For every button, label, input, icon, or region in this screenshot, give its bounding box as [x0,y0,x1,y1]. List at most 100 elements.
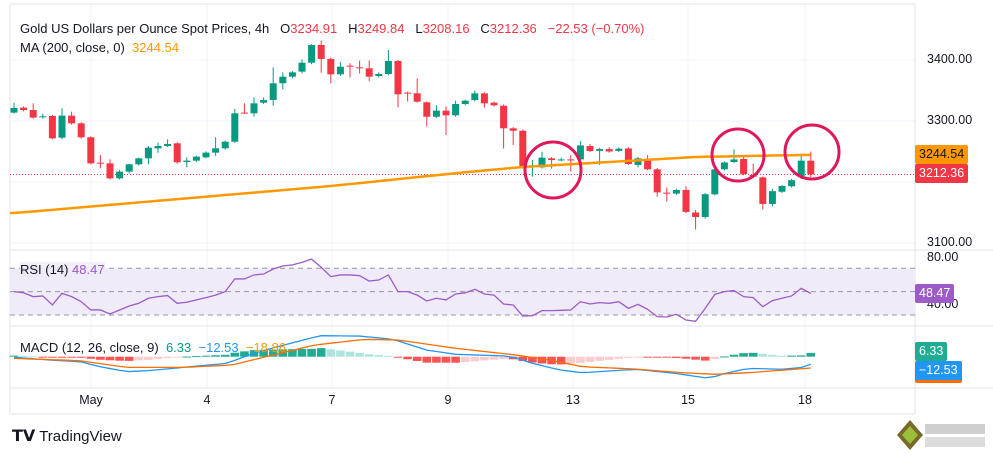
candle-up [58,115,66,138]
candle-down [663,192,671,194]
macd-histogram-bar [489,356,499,360]
candle-down [548,158,556,161]
candle-up [125,164,133,172]
macd-line-value: −12.53 [198,340,239,355]
rsi-line [13,258,812,322]
candle-down [490,102,498,106]
candle-up [461,100,469,104]
macd-histogram-bar [652,356,662,358]
candle-down [173,143,181,163]
candle-up [183,160,191,162]
macd-histogram-bar [624,356,633,358]
candle-down [500,105,508,129]
low-value: 3208.16 [422,21,470,36]
macd-histogram-bar [316,348,326,357]
candle-down [682,189,690,212]
tradingview-logo[interactable]: 𝗧𝗩 TradingView [12,426,122,446]
candle-down [605,149,613,152]
candle-up [10,108,18,113]
brand-text: TradingView [39,428,122,445]
macd-histogram-bar [9,355,19,357]
candle-up [260,99,268,103]
macd-histogram-bar [355,352,364,357]
rsi-value: 48.47 [72,262,105,277]
price-tick: 3400.00 [927,52,973,66]
candle-down [87,137,95,164]
candle-down [68,115,76,124]
candle-down [567,159,575,161]
macd-histogram-bar [470,356,480,362]
macd-histogram-bar [518,356,528,361]
candle-down [48,115,56,139]
candle-up [135,158,143,165]
macd-histogram-bar [691,356,700,360]
macd-histogram-bar [748,352,758,357]
ma-legend[interactable]: MA (200, close, 0) 3244.54 [20,40,179,55]
macd-histogram-bar [566,356,576,364]
macd-histogram-bar [192,356,201,358]
macd-histogram-bar [134,356,144,361]
date-tick: 18 [798,393,812,407]
rsi-tick: 80.00 [927,250,959,264]
tradingview-logo-icon: 𝗧𝗩 [12,428,36,445]
candle-up [308,44,316,63]
macd-histogram-bar [432,356,441,363]
macd-histogram-bar [86,356,96,359]
macd-histogram-bar [28,356,38,358]
macd-histogram-bar [201,355,211,357]
macd-line-tag: −12.53 [915,361,962,383]
macd-histogram-bar [796,355,806,357]
macd-histogram-bar [115,356,124,361]
rsi-legend[interactable]: RSI (14) 48.47 [20,262,105,277]
candle-up [557,159,565,161]
macd-histogram-bar [451,356,460,363]
macd-histogram-bar [729,354,739,357]
macd-legend[interactable]: MACD (12, 26, close, 9) 6.33 −12.53 −18.… [20,340,286,355]
macd-histogram-bar [777,355,787,357]
macd-histogram-bar [508,356,518,360]
candle-down [740,159,748,175]
open-value: 3234.91 [290,21,338,36]
candle-up [711,169,719,195]
macd-histogram-bar [48,356,57,358]
candle-up [596,149,604,151]
macd-histogram-bar [288,349,297,357]
close-value: 3212.36 [489,21,537,36]
macd-histogram-bar [220,354,230,357]
macd-histogram-bar [768,354,777,357]
macd-histogram-bar [556,356,566,365]
candle-up [279,76,287,84]
candle-down [365,68,373,77]
high-label: H [348,21,358,36]
candle-up [250,103,258,114]
macd-histogram-bar [163,356,172,359]
candle-up [797,160,805,176]
candle-down [106,163,114,179]
candle-up [471,93,479,101]
macd-histogram-bar [172,356,182,358]
macd-line [13,335,812,379]
macd-histogram-bar [345,351,355,357]
candle-up [778,186,786,192]
date-tick: 4 [203,393,211,407]
candle-down [77,123,85,138]
macd-hist-tag: 6.33 [915,342,948,361]
header-legend: Gold US Dollars per Ounce Spot Prices, 4… [20,21,645,36]
candle-up [576,145,584,160]
candle-down [317,44,325,59]
ma-price-tag: 3244.54 [915,145,969,164]
date-tick: 15 [681,393,695,407]
candle-down [653,169,661,193]
macd-histogram-bar [643,356,652,358]
macd-histogram-bar [633,356,643,358]
candle-down [356,67,364,69]
candle-down [442,110,450,116]
macd-histogram-bar [528,356,537,363]
candle-down [346,65,354,67]
date-tick: 13 [566,393,580,407]
candle-down [586,146,594,152]
macd-histogram-bar [403,356,412,360]
candle-down [759,177,767,204]
candle-down [413,93,421,102]
